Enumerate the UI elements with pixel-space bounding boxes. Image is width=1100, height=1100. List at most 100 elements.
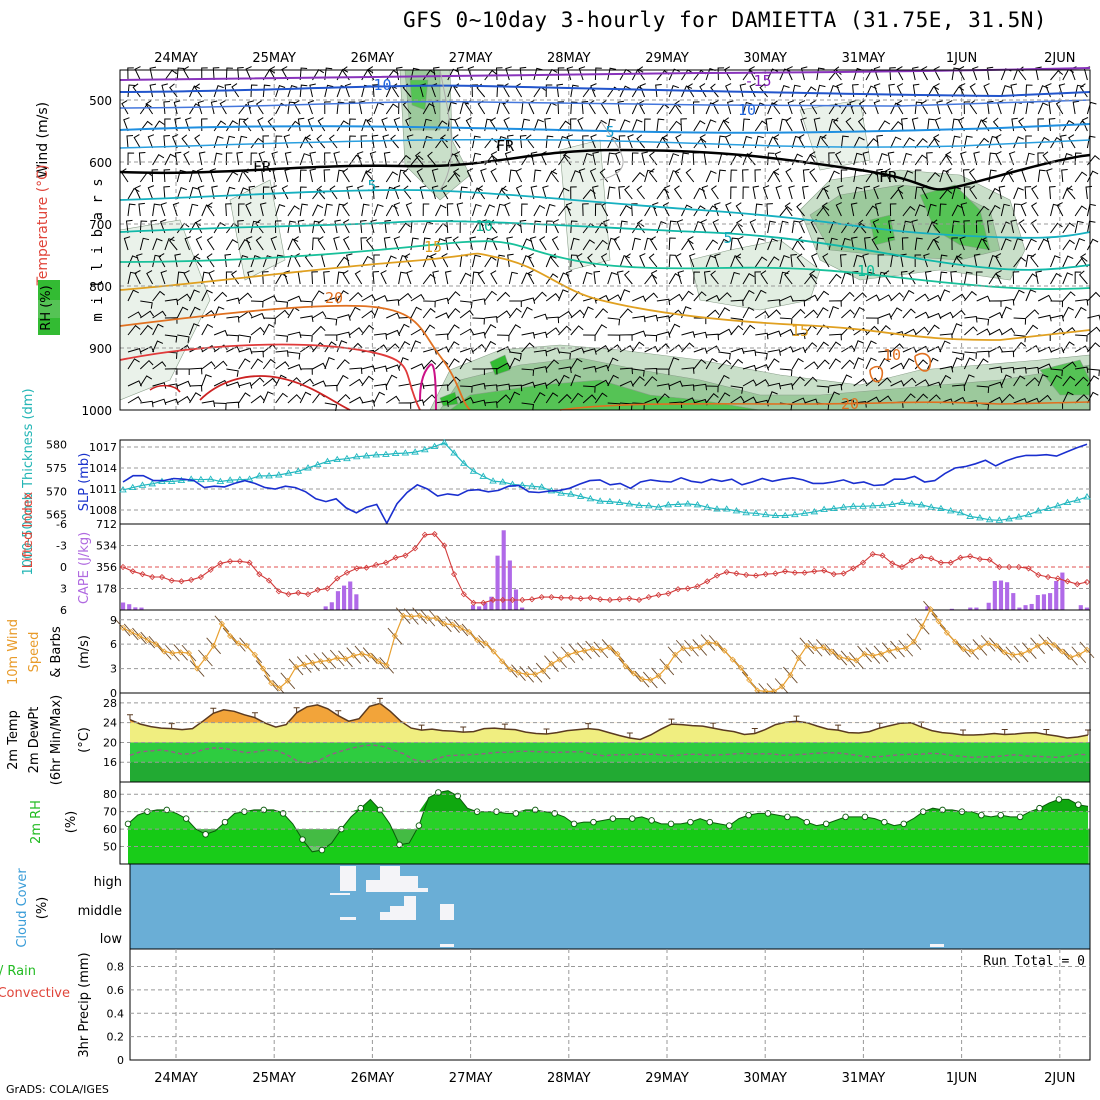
wind-barb <box>939 333 953 340</box>
wind-barb <box>951 118 960 132</box>
temp-line <box>129 702 1089 741</box>
wind-barb <box>853 222 866 234</box>
wind-barb <box>287 377 302 387</box>
lifted-index-point <box>665 590 672 597</box>
wind-barb <box>594 203 602 217</box>
wind-speed-point <box>309 659 316 666</box>
wind-barb <box>505 66 512 81</box>
wind-barb <box>648 168 658 183</box>
thickness-point <box>820 505 828 512</box>
wind-barb <box>209 168 217 183</box>
wind-barb <box>804 309 818 319</box>
temp-axis-unit: (°C) <box>77 727 92 753</box>
wind-barb <box>821 202 830 217</box>
wind-barb <box>902 220 912 234</box>
wind-barb <box>1074 394 1089 404</box>
wind-speed-point <box>136 632 143 640</box>
wind-barb <box>211 185 218 200</box>
wind-barb <box>410 363 425 370</box>
wind-barb <box>656 118 665 132</box>
wind-barb <box>431 185 439 200</box>
wind-barb <box>533 220 542 234</box>
wind-barb <box>853 136 865 149</box>
wind-barb <box>976 205 989 217</box>
wind-barb <box>317 117 326 132</box>
lifted-index-point <box>217 560 224 567</box>
wind-barb <box>601 202 609 217</box>
wind-barb <box>590 134 597 149</box>
wind-barb <box>545 170 558 183</box>
wind-barb <box>508 357 521 370</box>
wind-speed-point <box>729 656 736 663</box>
wind-barb <box>816 84 826 98</box>
thickness-point <box>469 467 478 474</box>
wind-barb <box>224 83 232 98</box>
wind-barb <box>127 67 134 81</box>
rh-point <box>124 820 132 828</box>
wind-barb <box>366 117 375 132</box>
date-label-top: 25MAY <box>252 51 296 66</box>
wind-barb <box>911 117 919 132</box>
wind-barb <box>550 168 559 183</box>
rh-point <box>1075 801 1082 808</box>
wind-barb <box>998 185 1006 200</box>
wind-barb <box>791 220 800 234</box>
cape-bar <box>121 602 126 610</box>
wind-barb <box>316 185 326 200</box>
wind-barb <box>369 151 377 166</box>
lifted-index-point <box>1015 563 1022 571</box>
wind-barb <box>717 307 731 319</box>
wind-barb <box>225 152 233 165</box>
wind-barb <box>788 185 795 200</box>
wind-barb <box>973 151 980 166</box>
wind-barb <box>139 375 153 387</box>
wind-barb <box>1045 83 1052 98</box>
wind-barb <box>139 237 150 251</box>
wind-barb <box>435 297 450 305</box>
wind-barb <box>619 380 634 387</box>
lifted-index-point <box>752 572 759 579</box>
wind-barb <box>816 67 825 81</box>
wind-speed-point <box>630 670 637 677</box>
wind-barb <box>160 202 167 217</box>
wind-barb <box>911 219 918 234</box>
wind-speed-point <box>828 648 835 655</box>
wind-barb <box>361 203 370 217</box>
wind-speed-point <box>523 671 530 678</box>
wind-barb <box>988 187 1001 200</box>
slp-tick-label: 1017 <box>89 441 117 454</box>
wind-barb <box>693 331 708 339</box>
wind-barb <box>275 135 283 149</box>
wind-speed-point <box>482 640 489 647</box>
wind-barb <box>324 203 333 217</box>
cape-bar <box>483 602 488 610</box>
wind-barb <box>779 84 790 98</box>
wind-barb <box>508 222 522 234</box>
wind-barb <box>195 219 203 234</box>
cape-bar <box>348 581 353 610</box>
wind-barb <box>983 83 990 98</box>
wind-barb <box>790 254 797 268</box>
wind-speed-point <box>433 615 440 622</box>
wind-barb <box>459 358 472 370</box>
wind-barb <box>730 385 744 394</box>
wind-barb <box>361 324 375 336</box>
wind-barb <box>361 400 376 407</box>
wind-barb <box>496 334 510 342</box>
wind-barb <box>545 220 553 234</box>
wind-barb <box>853 401 867 408</box>
wind-barb <box>578 66 586 81</box>
wind-barb <box>755 310 770 319</box>
wind-barb <box>607 357 619 370</box>
wind-barb <box>681 85 693 98</box>
wind-speed-point <box>260 665 267 672</box>
wind-speed-point <box>622 663 629 670</box>
slp-tick-label: 1014 <box>89 462 117 475</box>
wind-barb <box>939 311 954 319</box>
thickness-point <box>138 481 147 488</box>
wind-barb <box>393 236 401 251</box>
wind-barb <box>176 395 191 404</box>
wind-barb <box>681 397 696 404</box>
wind-barb <box>169 83 178 98</box>
wind-barb <box>754 237 765 251</box>
